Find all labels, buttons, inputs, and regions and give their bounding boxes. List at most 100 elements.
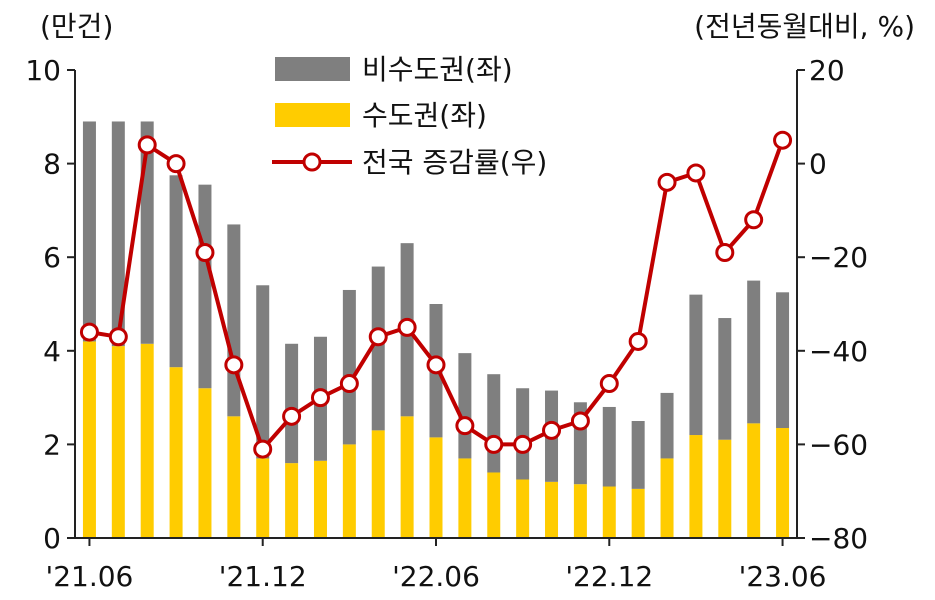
bar-metro [400, 416, 414, 538]
national-change-point [166, 154, 186, 174]
right-tick-label: −40 [809, 335, 868, 368]
bar-nonmetro [371, 266, 385, 431]
bar-metro [545, 481, 559, 538]
national-change-point [195, 243, 215, 263]
line-series [79, 130, 793, 459]
legend-marker-national [302, 152, 322, 172]
bar-nonmetro [82, 121, 96, 342]
legend-label-national: 전국 증감률(우) [362, 146, 547, 179]
right-tick-label: −20 [809, 241, 868, 274]
bars [82, 121, 790, 538]
right-axis-ticks: −80 −60 −40 −20 0 20 [797, 54, 868, 555]
bar-metro [429, 437, 443, 538]
bar-metro [82, 341, 96, 538]
national-change-point [310, 388, 330, 408]
bar-metro [689, 435, 703, 538]
x-tick-label: '23.06 [739, 560, 827, 593]
bar-nonmetro [718, 318, 732, 440]
right-tick-label: 0 [809, 148, 827, 181]
left-tick-label: 0 [43, 522, 61, 555]
national-change-point [686, 163, 706, 183]
bar-nonmetro [227, 224, 241, 417]
right-tick-label: −60 [809, 428, 868, 461]
bar-metro [573, 484, 587, 538]
x-tick-label: '22.12 [565, 560, 653, 593]
bar-metro [458, 458, 472, 538]
national-change-point [542, 420, 562, 440]
bar-nonmetro [487, 374, 501, 473]
x-axis-labels: '21.06 '21.12 '22.06 '22.12 '23.06 [46, 538, 827, 593]
national-change-point [426, 355, 446, 375]
national-change-point [108, 327, 128, 347]
bar-nonmetro [256, 285, 270, 459]
right-tick-label: −80 [809, 522, 868, 555]
bar-nonmetro [169, 175, 183, 368]
national-change-point [715, 243, 735, 263]
bar-metro [776, 428, 790, 538]
bar-metro [516, 479, 530, 538]
bar-metro [602, 486, 616, 538]
bar-metro [313, 460, 327, 538]
bar-metro [487, 472, 501, 538]
left-axis-unit: (만건) [40, 10, 113, 43]
national-change-point [484, 434, 504, 454]
bar-nonmetro [342, 289, 356, 445]
bar-nonmetro [285, 343, 299, 464]
national-change-point [282, 406, 302, 426]
bar-metro [342, 444, 356, 538]
bar-nonmetro [458, 353, 472, 459]
national-change-point [744, 210, 764, 230]
bar-metro [140, 343, 154, 538]
left-tick-label: 10 [25, 54, 61, 87]
bar-metro [227, 416, 241, 538]
legend: 비수도권(좌) 수도권(좌) 전국 증감률(우) [272, 53, 547, 179]
national-change-point [628, 331, 648, 351]
left-axis-ticks: 0 2 4 6 8 10 [25, 54, 75, 555]
bar-metro [747, 423, 761, 538]
bar-metro [718, 439, 732, 538]
bar-metro [198, 388, 212, 538]
bar-nonmetro [776, 292, 790, 429]
national-change-point [224, 355, 244, 375]
bar-nonmetro [111, 121, 125, 347]
bar-nonmetro [660, 392, 674, 459]
legend-label-nonmetro: 비수도권(좌) [362, 53, 513, 86]
national-change-point [570, 411, 590, 431]
bar-nonmetro [631, 421, 645, 489]
national-change-point [368, 327, 388, 347]
bar-metro [285, 463, 299, 538]
right-tick-label: 20 [809, 54, 845, 87]
left-tick-label: 8 [43, 148, 61, 181]
left-tick-label: 2 [43, 428, 61, 461]
national-change-point [513, 434, 533, 454]
bar-nonmetro [747, 280, 761, 424]
national-change-point [455, 416, 475, 436]
national-change-point [253, 439, 273, 459]
bar-nonmetro [602, 406, 616, 487]
legend-swatch-nonmetro [275, 57, 350, 81]
national-change-point [599, 374, 619, 394]
national-change-point [657, 172, 677, 192]
x-tick-label: '21.06 [46, 560, 134, 593]
bar-metro [660, 458, 674, 538]
bar-metro [371, 430, 385, 538]
national-change-point [773, 130, 793, 150]
left-tick-label: 6 [43, 241, 61, 274]
bar-metro [169, 367, 183, 538]
left-tick-label: 4 [43, 335, 61, 368]
bar-nonmetro [689, 294, 703, 436]
legend-label-metro: 수도권(좌) [362, 99, 487, 132]
bar-nonmetro [198, 184, 212, 389]
bar-metro [631, 488, 645, 538]
national-change-point [397, 317, 417, 337]
bar-nonmetro [516, 388, 530, 480]
x-tick-label: '21.12 [219, 560, 307, 593]
legend-swatch-metro [275, 103, 350, 127]
national-change-point [339, 374, 359, 394]
right-axis-unit: (전년동월대비, %) [694, 10, 915, 43]
national-change-point [79, 322, 99, 342]
x-tick-label: '22.06 [392, 560, 480, 593]
bar-metro [256, 458, 270, 538]
bar-metro [111, 346, 125, 538]
